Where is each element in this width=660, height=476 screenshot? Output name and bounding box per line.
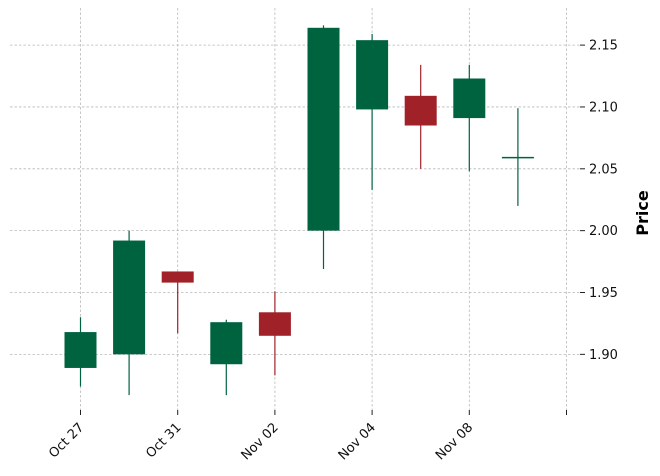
candle: [501, 108, 534, 206]
candle-body: [307, 27, 340, 231]
candles: [64, 25, 534, 396]
candle-body: [356, 40, 389, 110]
x-tick-label: Oct 27: [46, 420, 87, 461]
y-axis: 1.90 1.95 2.00 2.05 2.10 2.15: [580, 39, 618, 363]
candle-body: [453, 78, 486, 119]
y-tick-label: 2.00: [589, 224, 618, 239]
x-axis: Oct 27 Oct 31 Nov 02 Nov 04 Nov 08: [46, 410, 567, 463]
x-tick-label: Oct 31: [143, 420, 184, 461]
candle: [404, 64, 437, 169]
x-tick-label: Nov 02: [239, 420, 282, 463]
candle-body: [258, 312, 291, 336]
y-tick-label: 1.95: [589, 286, 618, 301]
candle: [64, 317, 97, 387]
candle: [258, 291, 291, 376]
candle-body: [210, 322, 243, 365]
candle: [161, 271, 194, 334]
x-tick-label: Nov 04: [336, 420, 379, 463]
y-tick-label: 2.15: [589, 39, 618, 54]
candle-body: [404, 95, 437, 126]
candle-body: [161, 271, 194, 283]
y-tick-label: 1.90: [589, 348, 618, 363]
candle: [210, 319, 243, 396]
candle: [113, 230, 146, 396]
y-gridlines: [10, 44, 580, 355]
candle: [307, 25, 340, 269]
candle-body: [113, 240, 146, 355]
y-axis-title: Price: [633, 190, 652, 236]
x-tick-label: Nov 08: [433, 420, 476, 463]
y-tick-label: 2.05: [589, 162, 618, 177]
candle-body: [64, 332, 97, 368]
candle: [356, 33, 389, 190]
y-tick-label: 2.10: [589, 100, 618, 115]
candle: [453, 64, 486, 172]
